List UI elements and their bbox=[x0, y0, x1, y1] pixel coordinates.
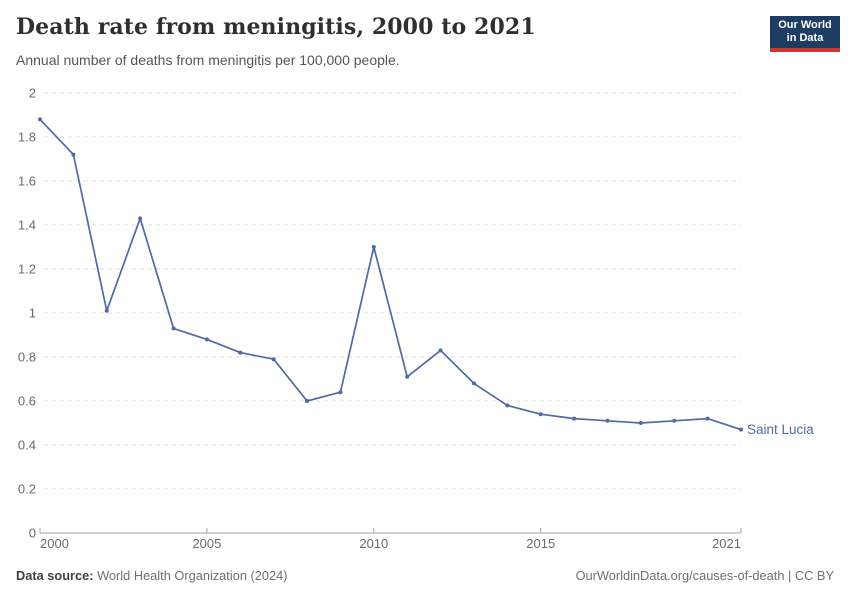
owid-logo-line2: in Data bbox=[786, 32, 824, 44]
data-point bbox=[739, 427, 743, 432]
data-point bbox=[305, 399, 310, 403]
y-tick-label: 1 bbox=[29, 306, 36, 321]
data-point bbox=[204, 337, 209, 342]
data-point bbox=[138, 216, 143, 221]
y-tick-label: 1.8 bbox=[18, 130, 36, 145]
data-point bbox=[572, 416, 577, 421]
data-point bbox=[705, 416, 710, 421]
data-point bbox=[471, 381, 476, 386]
data-point bbox=[405, 374, 410, 379]
y-tick-label: 0.2 bbox=[18, 482, 36, 497]
data-source-text: World Health Organization (2024) bbox=[93, 568, 288, 583]
y-tick-label: 1.2 bbox=[18, 262, 36, 277]
data-source-label: Data source: bbox=[16, 568, 94, 583]
y-tick-label: 0 bbox=[29, 526, 36, 541]
data-point bbox=[338, 390, 343, 395]
owid-logo[interactable]: Our World in Data bbox=[770, 16, 840, 52]
y-tick-label: 1.4 bbox=[18, 218, 36, 233]
data-point bbox=[672, 418, 677, 423]
data-line-saint-lucia[interactable] bbox=[39, 118, 742, 431]
x-tick-label: 2021 bbox=[712, 536, 741, 551]
y-tick-label: 2 bbox=[29, 86, 36, 101]
y-tick-label: 1.6 bbox=[18, 174, 36, 189]
x-tick-label: 2015 bbox=[526, 536, 555, 551]
x-tick-label: 2000 bbox=[40, 536, 69, 551]
attribution-link[interactable]: OurWorldinData.org/causes-of-death | CC … bbox=[575, 568, 834, 583]
data-point bbox=[271, 357, 276, 362]
data-point bbox=[171, 326, 176, 331]
data-point bbox=[71, 152, 76, 157]
y-tick-label: 0.6 bbox=[18, 394, 36, 409]
page-title: Death rate from meningitis, 2000 to 2021 bbox=[16, 14, 536, 40]
y-tick-label: 0.4 bbox=[18, 438, 36, 453]
series-label-saint-lucia[interactable]: Saint Lucia bbox=[747, 422, 814, 437]
data-point bbox=[638, 421, 643, 425]
x-tick-label: 2010 bbox=[359, 536, 388, 551]
data-point bbox=[505, 403, 510, 408]
data-point bbox=[538, 412, 543, 417]
data-point bbox=[104, 308, 109, 313]
owid-logo-line1: Our World bbox=[778, 19, 832, 31]
page-subtitle: Annual number of deaths from meningitis … bbox=[16, 52, 400, 68]
chart-footer: Data source: World Health Organization (… bbox=[16, 568, 834, 588]
data-point bbox=[438, 348, 443, 353]
data-point bbox=[605, 418, 610, 423]
data-point bbox=[238, 350, 243, 355]
x-tick-label: 2005 bbox=[192, 536, 221, 551]
data-point bbox=[371, 245, 376, 249]
data-point bbox=[38, 117, 42, 122]
y-tick-label: 0.8 bbox=[18, 350, 36, 365]
